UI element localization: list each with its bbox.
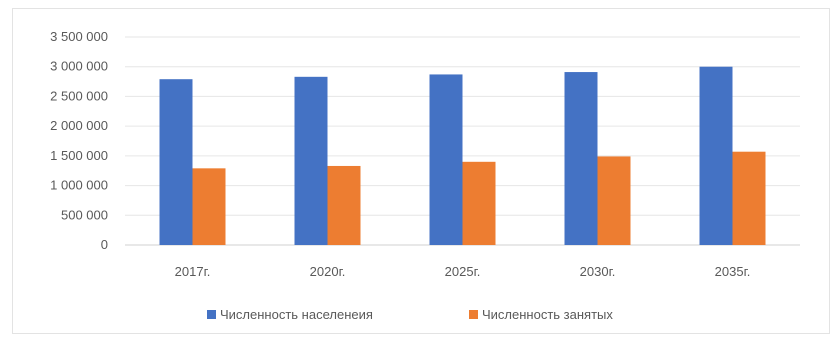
y-tick-label: 3 000 000 xyxy=(50,59,108,74)
y-tick-label: 1 500 000 xyxy=(50,148,108,163)
y-tick-label: 2 500 000 xyxy=(50,88,108,103)
bar-employed xyxy=(327,165,361,245)
x-tick-label: 2017г. xyxy=(175,264,211,279)
x-tick-label: 2030г. xyxy=(580,264,616,279)
y-tick-label: 3 500 000 xyxy=(50,29,108,44)
y-tick-label: 1 000 000 xyxy=(50,178,108,193)
y-axis-tick-labels: 0 500 000 1 000 000 1 500 000 2 000 000 2 500… xyxy=(50,29,108,252)
y-tick-label: 2 000 000 xyxy=(50,118,108,133)
y-tick-label: 0 xyxy=(101,237,108,252)
bar-population xyxy=(699,66,733,245)
chart-frame xyxy=(12,8,830,334)
x-axis-tick-labels: 2017г. 2020г. 2025г. 2030г. 2035г. xyxy=(175,264,751,279)
legend-label: Численность занятых xyxy=(482,307,613,322)
bar-population xyxy=(159,79,193,246)
bars xyxy=(159,66,766,246)
legend: Численность населенеия Численность заняты… xyxy=(207,307,613,322)
bar-employed xyxy=(732,151,766,245)
y-tick-label: 500 000 xyxy=(61,207,108,222)
bar-population xyxy=(294,76,328,246)
bar-employed xyxy=(597,156,631,245)
legend-label: Численность населенеия xyxy=(220,307,373,322)
legend-swatch xyxy=(469,310,478,319)
legend-swatch xyxy=(207,310,216,319)
bar-employed xyxy=(462,161,496,245)
bar-employed xyxy=(192,168,226,245)
bar-population xyxy=(429,74,463,245)
x-tick-label: 2025г. xyxy=(445,264,481,279)
x-tick-label: 2020г. xyxy=(310,264,346,279)
x-tick-label: 2035г. xyxy=(715,264,751,279)
bar-population xyxy=(564,72,598,245)
